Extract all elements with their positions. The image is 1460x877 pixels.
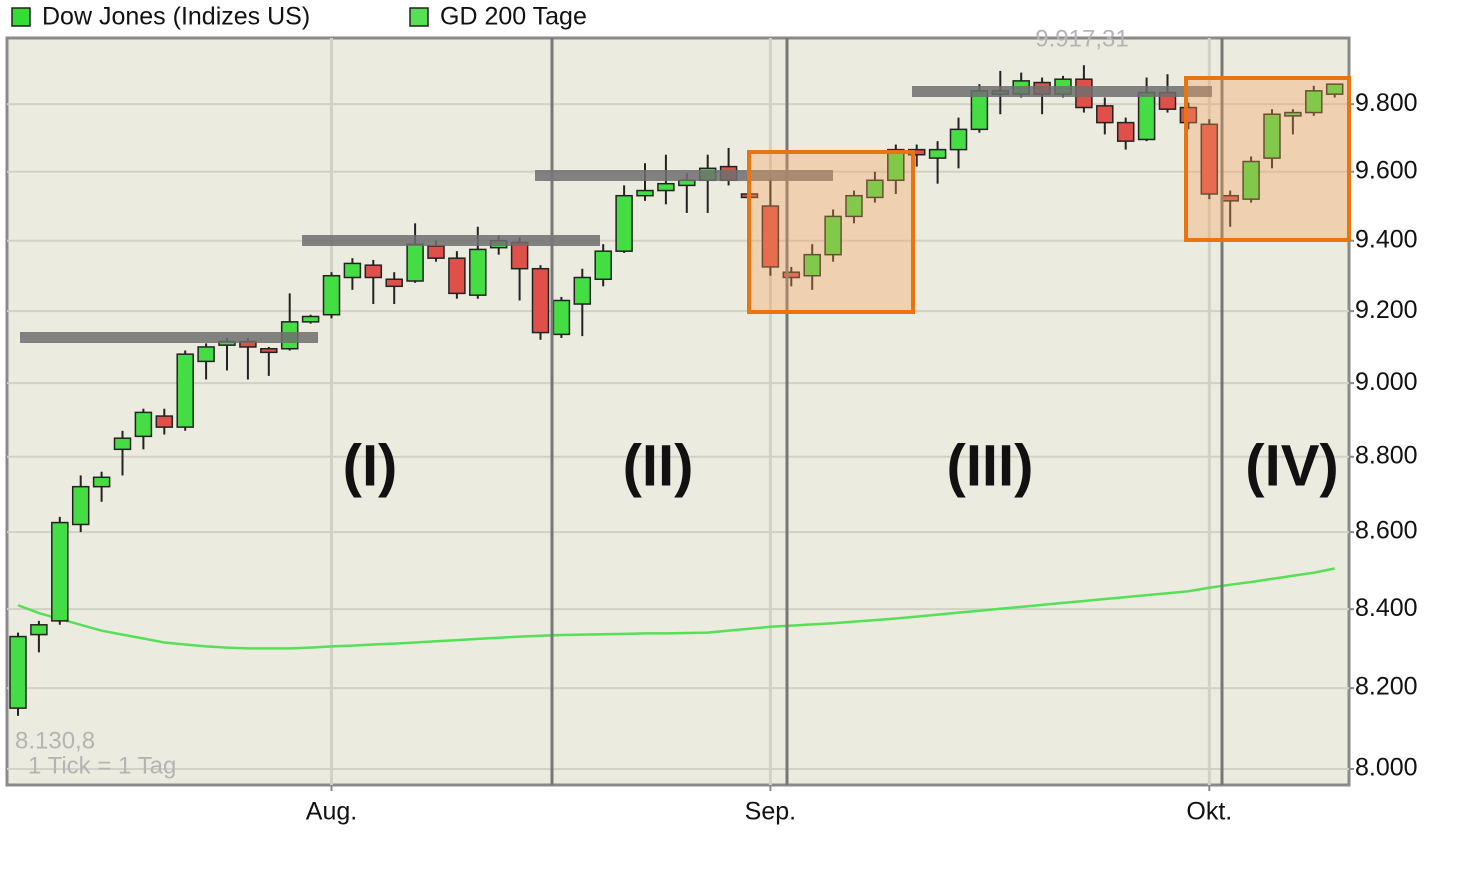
resistance-line xyxy=(535,170,833,181)
candle-body xyxy=(949,128,968,151)
legend-swatch xyxy=(11,7,31,27)
candle-body xyxy=(1325,83,1344,95)
highlight-boxes xyxy=(747,76,1351,314)
candle-body xyxy=(322,274,341,316)
candle-body xyxy=(364,264,383,279)
y-tick-label: 9.000 xyxy=(1355,368,1418,396)
y-tick-label: 8.200 xyxy=(1355,673,1418,701)
candle-body xyxy=(197,346,215,363)
y-tick-label: 9.200 xyxy=(1355,296,1418,324)
candle-body xyxy=(427,245,445,259)
wave-label: (II) xyxy=(623,433,694,498)
legend: Dow Jones (Indizes US) GD 200 Tage xyxy=(11,3,587,31)
candle-body xyxy=(510,241,529,270)
candle-body xyxy=(928,148,947,159)
candle-body xyxy=(260,348,278,354)
candle-body xyxy=(866,179,884,199)
candle-body xyxy=(448,257,466,295)
x-tick-label: Aug. xyxy=(306,798,357,826)
candle-body xyxy=(343,262,362,279)
resistance-line xyxy=(20,332,318,343)
candle-body xyxy=(845,194,863,218)
y-tick-label: 9.600 xyxy=(1355,156,1418,184)
candle-body xyxy=(615,194,633,252)
candle-body xyxy=(301,315,320,323)
candle-body xyxy=(657,182,675,192)
candle-body xyxy=(573,276,592,305)
candle-body xyxy=(385,278,403,288)
candle-body xyxy=(552,299,571,336)
wave-label: (I) xyxy=(343,433,398,498)
candle-body xyxy=(1305,90,1323,114)
candle-body xyxy=(803,253,821,277)
highlight-box xyxy=(747,150,915,314)
section-dividers xyxy=(550,38,1224,785)
candle-body xyxy=(678,179,696,187)
x-tick-label: Okt. xyxy=(1186,798,1232,826)
resistance-line xyxy=(302,235,600,246)
candle-body xyxy=(887,148,905,182)
high-label: 9.917,31 xyxy=(1035,25,1128,52)
y-tick-label: 8.600 xyxy=(1355,517,1418,545)
line xyxy=(17,567,1335,650)
x-tick-label: Sep. xyxy=(745,798,796,826)
candle-body xyxy=(51,521,69,622)
y-tick-label: 9.400 xyxy=(1355,225,1418,253)
y-tick-label: 8.800 xyxy=(1355,441,1418,469)
y-tick-label: 8.400 xyxy=(1355,594,1418,622)
candle-body xyxy=(92,476,111,488)
candle-body xyxy=(1116,121,1135,142)
wave-label: (III) xyxy=(947,433,1034,498)
legend-label: Dow Jones (Indizes US) xyxy=(42,3,310,31)
candle-body xyxy=(469,248,487,296)
candle-body xyxy=(155,415,174,428)
candle-body xyxy=(113,437,132,451)
resistance-line xyxy=(912,86,1212,97)
y-tick-label: 9.800 xyxy=(1355,89,1418,117)
grid xyxy=(7,38,1349,785)
candle-body xyxy=(176,353,194,428)
candle-body xyxy=(1096,105,1114,124)
candle-body xyxy=(531,267,550,334)
candle-body xyxy=(9,635,27,709)
candle-body xyxy=(594,250,612,281)
candle-body xyxy=(1284,111,1302,117)
resistance-lines xyxy=(20,86,1212,343)
legend-label: GD 200 Tage xyxy=(440,3,587,31)
candle-body xyxy=(1200,123,1219,195)
candle-body xyxy=(134,411,153,438)
highlight-box xyxy=(1184,76,1351,242)
low-label: 8.130,8 xyxy=(15,727,95,754)
candle-body xyxy=(1242,160,1260,200)
candle-body xyxy=(782,271,801,279)
y-tick-label: 8.000 xyxy=(1355,754,1418,782)
candle-body xyxy=(71,485,90,526)
candle-body xyxy=(761,205,780,268)
plot-area xyxy=(5,36,1351,787)
candle-body xyxy=(636,189,654,197)
wave-label: (IV) xyxy=(1245,433,1338,498)
candle-body xyxy=(1263,113,1281,159)
legend-swatch xyxy=(409,7,429,27)
candle-body xyxy=(406,243,424,282)
tick-note: 1 Tick = 1 Tag xyxy=(28,752,176,779)
candle-body xyxy=(30,624,48,636)
candle-body xyxy=(1137,91,1156,141)
candle-body xyxy=(824,215,842,256)
